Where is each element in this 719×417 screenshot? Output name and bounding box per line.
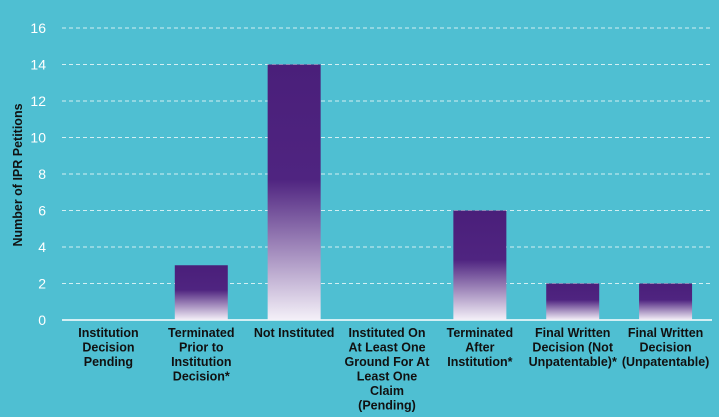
x-category-label: Not Instituted bbox=[254, 326, 335, 340]
x-category-line: Instituted On bbox=[348, 326, 425, 340]
bar bbox=[453, 210, 507, 320]
x-category-line: Ground For At bbox=[345, 355, 431, 369]
y-tick-label: 8 bbox=[38, 166, 46, 182]
gridlines bbox=[62, 27, 712, 321]
bar bbox=[639, 283, 693, 320]
x-category-label: Instituted On At Least One Ground For At Le… bbox=[345, 326, 431, 413]
y-axis-label: Number of IPR Petitions bbox=[11, 103, 25, 246]
y-tick-label: 14 bbox=[30, 57, 46, 73]
x-category-line: After bbox=[465, 341, 494, 355]
x-category-line: Unpatentable)* bbox=[529, 355, 617, 369]
x-category-line: Prior to bbox=[179, 341, 224, 355]
bar bbox=[546, 283, 600, 320]
y-tick-label: 6 bbox=[38, 203, 46, 219]
x-category-line: Final Written bbox=[628, 326, 703, 340]
x-category-line: (Unpatentable) bbox=[622, 355, 710, 369]
y-tick-label: 4 bbox=[38, 239, 46, 255]
x-category-label: Final Written Decision (Not Unpatentable)* bbox=[529, 326, 617, 369]
y-tick-label: 12 bbox=[30, 93, 46, 109]
y-tick-label: 2 bbox=[38, 276, 46, 292]
x-category-line: Decision bbox=[82, 341, 134, 355]
x-category-line: Claim bbox=[370, 384, 404, 398]
x-category-line: Least One bbox=[357, 370, 417, 384]
y-tick-label: 16 bbox=[30, 20, 46, 36]
x-category-label: Terminated After Institution* bbox=[447, 326, 513, 369]
y-axis-ticks: 0 2 4 6 8 10 12 14 16 bbox=[30, 20, 46, 328]
x-category-line: Decision* bbox=[173, 370, 230, 384]
x-category-line: Not Instituted bbox=[254, 326, 335, 340]
x-category-line: Decision (Not bbox=[532, 341, 613, 355]
bar bbox=[174, 265, 228, 320]
x-category-line: Terminated bbox=[447, 326, 513, 340]
bars bbox=[174, 64, 693, 320]
x-category-line: Institution bbox=[171, 355, 231, 369]
x-category-line: Decision bbox=[640, 341, 692, 355]
x-category-line: Terminated bbox=[168, 326, 234, 340]
x-category-label: Final Written Decision (Unpatentable) bbox=[622, 326, 710, 369]
x-category-line: Pending bbox=[84, 355, 133, 369]
x-category-line: Institution* bbox=[447, 355, 512, 369]
bar bbox=[267, 64, 321, 320]
x-category-line: Institution bbox=[78, 326, 138, 340]
y-tick-label: 10 bbox=[30, 130, 46, 146]
x-category-label: Terminated Prior to Institution Decision* bbox=[168, 326, 234, 384]
y-tick-label: 0 bbox=[38, 312, 46, 328]
x-category-line: Final Written bbox=[535, 326, 610, 340]
x-category-label: Institution Decision Pending bbox=[78, 326, 138, 369]
x-category-line: At Least One bbox=[348, 341, 425, 355]
x-category-line: (Pending) bbox=[358, 399, 416, 413]
